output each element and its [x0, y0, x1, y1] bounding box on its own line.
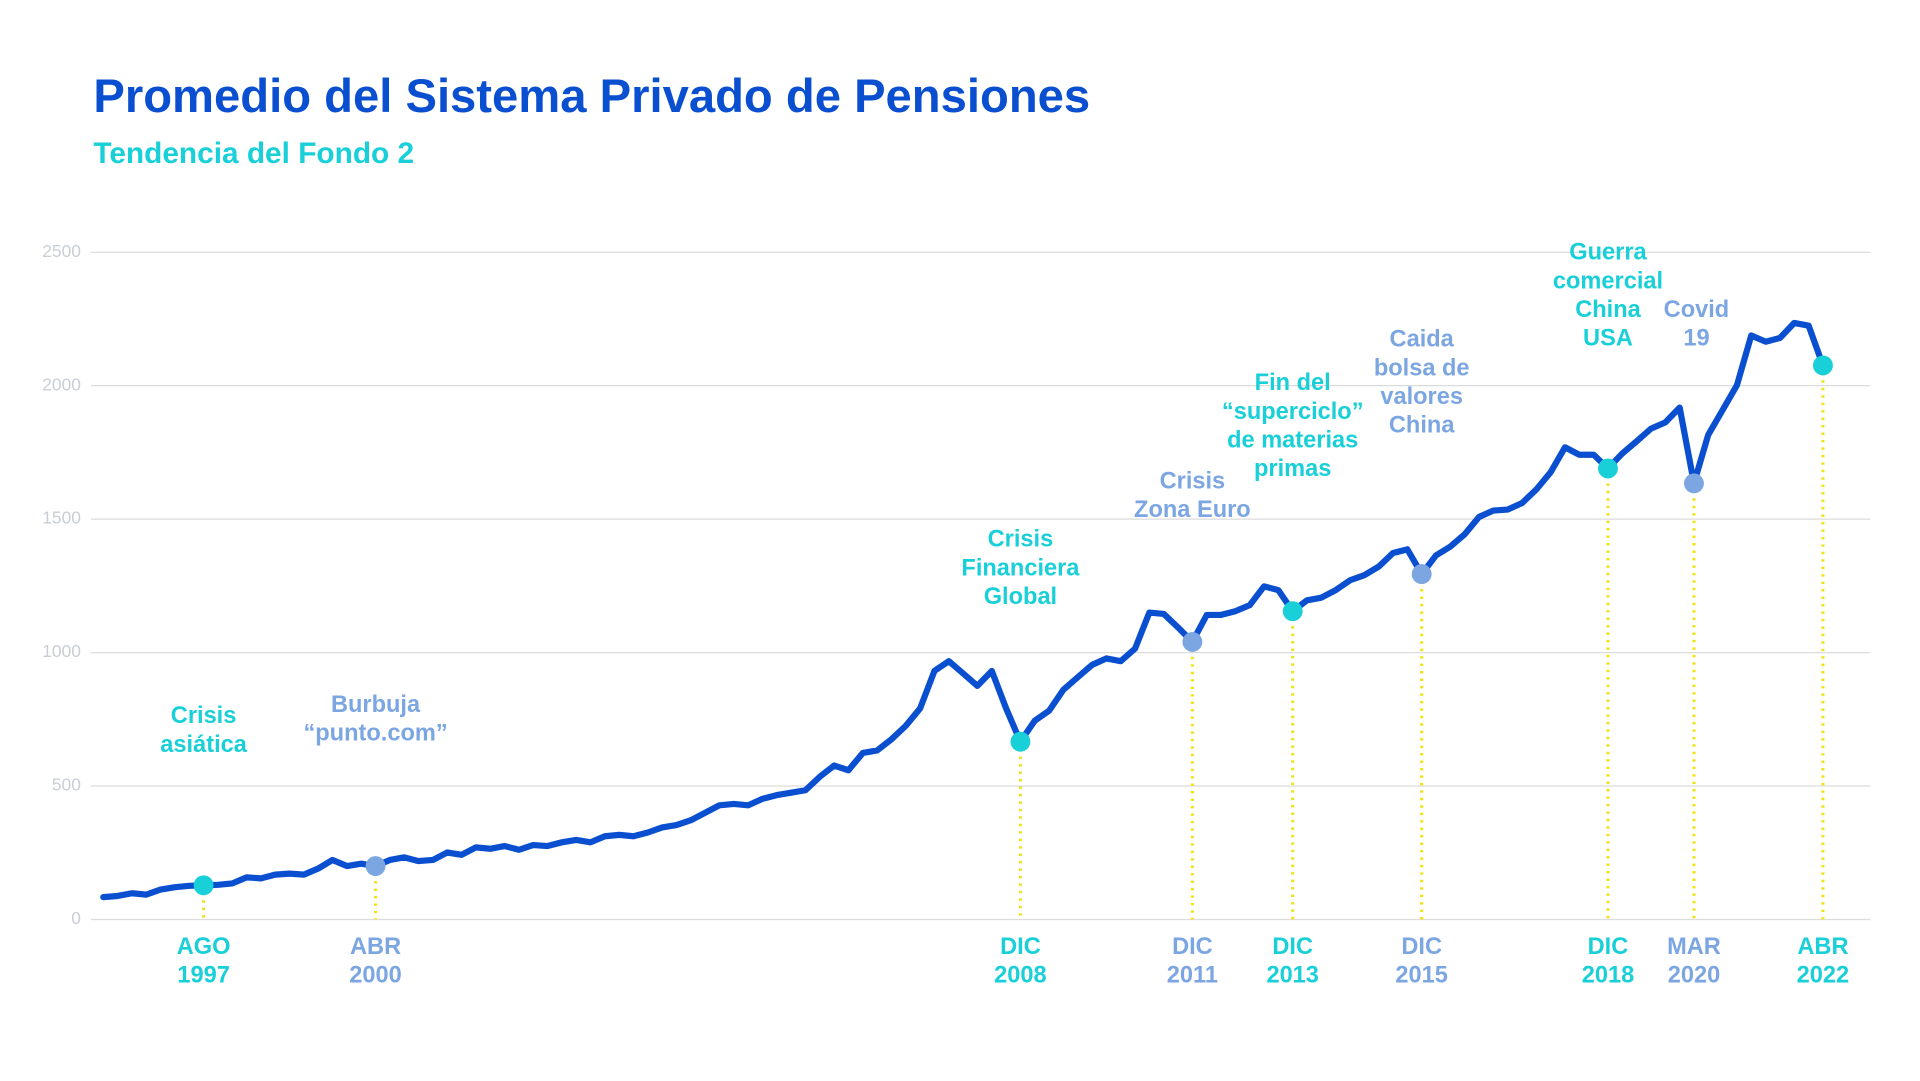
event-annotation: valores: [1380, 384, 1463, 410]
event-marker: [193, 875, 214, 896]
event-annotation: Caida: [1390, 327, 1455, 353]
event-annotation: Crisis: [988, 527, 1054, 553]
event-annotation: Fin del: [1255, 370, 1331, 396]
x-tick-label: DIC 2011: [1167, 934, 1218, 989]
event-annotation: asiática: [160, 732, 247, 758]
event-annotation: China: [1575, 297, 1641, 323]
chart-title: Promedio del Sistema Privado de Pensione…: [93, 70, 1090, 123]
event-annotation: de materias: [1227, 427, 1358, 453]
y-tick-label: 0: [71, 908, 81, 928]
x-tick-label: DIC 2015: [1395, 934, 1448, 989]
x-tick-label: AGO 1997: [177, 934, 231, 989]
x-tick-label: DIC 2008: [994, 934, 1047, 989]
event-marker: [1411, 564, 1432, 585]
event-annotation: 19: [1683, 325, 1709, 351]
event-annotation: “superciclo”: [1222, 399, 1364, 425]
event-annotation: China: [1389, 412, 1455, 438]
event-marker: [1812, 355, 1833, 376]
chart-subtitle: Tendencia del Fondo 2: [93, 137, 414, 170]
y-tick-label: 500: [52, 775, 81, 795]
event-marker: [1282, 601, 1303, 622]
event-annotation: Covid: [1664, 297, 1730, 323]
y-tick-label: 1000: [42, 641, 81, 661]
event-annotation: bolsa de: [1374, 355, 1470, 381]
event-annotation: Guerra: [1569, 240, 1647, 266]
event-annotation: Burbuja: [331, 692, 421, 718]
event-annotation: Financiera: [961, 555, 1080, 581]
x-tick-label: DIC 2018: [1582, 934, 1635, 989]
y-tick-label: 2000: [42, 374, 81, 394]
event-marker: [1182, 631, 1203, 652]
y-tick-label: 1500: [42, 508, 81, 528]
event-marker: [1010, 731, 1031, 752]
event-annotation: comercial: [1553, 268, 1663, 294]
y-tick-label: 2500: [42, 241, 81, 261]
series-line: [100, 319, 1827, 901]
event-annotation: Global: [984, 584, 1057, 610]
event-marker: [1684, 473, 1704, 494]
x-tick-label: MAR 2020: [1667, 934, 1721, 989]
x-tick-label: ABR 2000: [349, 934, 402, 989]
event-annotation: Crisis: [171, 703, 237, 729]
event-annotation: primas: [1254, 456, 1331, 482]
event-marker: [365, 856, 386, 877]
event-marker: [1598, 458, 1618, 479]
event-annotation: Zona Euro: [1134, 497, 1251, 523]
x-tick-label: DIC 2013: [1266, 934, 1319, 989]
event-annotation: “punto.com”: [303, 721, 447, 747]
event-annotation: USA: [1583, 325, 1633, 351]
event-annotation: Crisis: [1160, 468, 1226, 494]
x-tick-label: ABR 2022: [1797, 934, 1850, 989]
